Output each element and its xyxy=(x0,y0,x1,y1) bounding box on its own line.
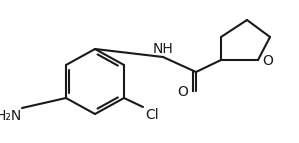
Text: H₂N: H₂N xyxy=(0,109,22,123)
Text: O: O xyxy=(177,85,188,99)
Text: NH: NH xyxy=(152,42,173,56)
Text: Cl: Cl xyxy=(145,108,159,122)
Text: O: O xyxy=(262,54,273,68)
